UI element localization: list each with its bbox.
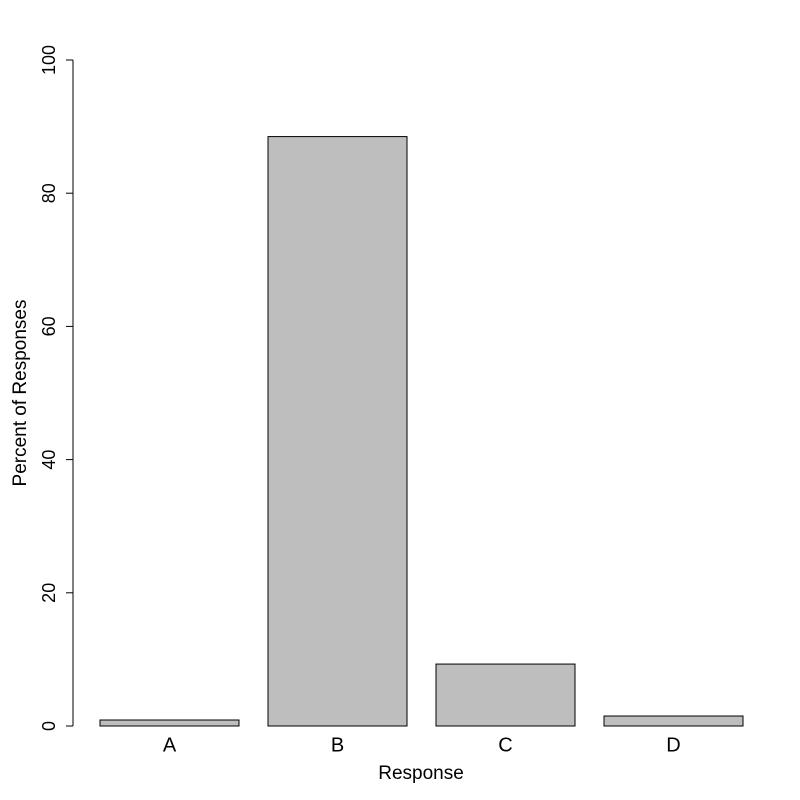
bar (99, 719, 240, 727)
y-tick-label: 0 (39, 721, 59, 731)
y-tick-label: 20 (39, 583, 59, 603)
y-tick-label: 80 (39, 183, 59, 203)
bar (435, 663, 576, 727)
bar (603, 715, 744, 727)
x-tick-label: D (666, 734, 680, 756)
x-tick-label: C (498, 734, 512, 756)
x-axis-title: Response (378, 763, 464, 784)
y-tick-label: 100 (39, 45, 59, 75)
x-tick-label: B (331, 734, 344, 756)
bar (267, 136, 408, 727)
y-tick-label: 60 (39, 316, 59, 336)
y-axis-title: Percent of Responses (10, 300, 31, 487)
y-tick-label: 40 (39, 450, 59, 470)
x-tick-label: A (163, 734, 177, 756)
